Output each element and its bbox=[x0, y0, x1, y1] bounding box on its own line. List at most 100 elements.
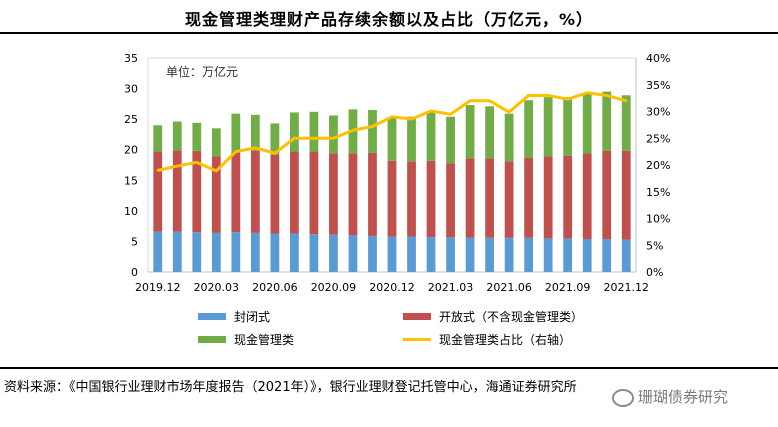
line-point bbox=[351, 129, 355, 132]
bar-open bbox=[465, 158, 475, 238]
bar-cash bbox=[270, 123, 280, 155]
y-left-tick-label: 0 bbox=[131, 266, 138, 279]
bar-closed bbox=[387, 236, 397, 272]
y-right-tick-label: 25% bbox=[646, 132, 670, 145]
line-point bbox=[625, 99, 628, 102]
line-point bbox=[254, 146, 257, 150]
bar-open bbox=[270, 154, 280, 234]
bar-cash bbox=[211, 128, 221, 157]
line-point bbox=[215, 169, 218, 173]
bar-closed bbox=[426, 237, 436, 272]
y-right-tick-label: 20% bbox=[646, 159, 670, 172]
bar-closed bbox=[290, 233, 299, 272]
bar-cash bbox=[329, 115, 338, 154]
x-tick-label: 2020.12 bbox=[369, 281, 415, 294]
bar-open bbox=[172, 150, 182, 232]
legend-swatch bbox=[198, 336, 226, 343]
bar-cash bbox=[602, 91, 612, 151]
bar-cash bbox=[582, 92, 592, 154]
line-point bbox=[586, 91, 589, 94]
bar-closed bbox=[621, 239, 631, 272]
wechat-icon bbox=[612, 388, 634, 407]
line-point bbox=[527, 94, 530, 97]
legend-label: 开放式（不含现金管理类） bbox=[439, 309, 583, 324]
y-left-tick-label: 20 bbox=[124, 144, 138, 157]
bar-cash bbox=[504, 113, 514, 162]
bar-closed bbox=[250, 232, 260, 272]
line-point bbox=[195, 161, 198, 164]
bar-cash bbox=[290, 112, 299, 152]
legend-label: 封闭式 bbox=[234, 310, 270, 324]
x-tick-label: 2019.12 bbox=[135, 281, 181, 294]
bar-open bbox=[348, 153, 358, 236]
bar-closed bbox=[192, 232, 202, 272]
bar-open bbox=[368, 152, 377, 236]
bar-cash bbox=[426, 111, 436, 161]
source-note: 资料来源：《中国银行业理财市场年度报告（2021年）》，银行业理财登记托管中心，… bbox=[4, 380, 577, 395]
bar-open bbox=[231, 151, 241, 233]
y-left-tick-label: 30 bbox=[124, 83, 138, 96]
bar-open bbox=[290, 151, 299, 234]
y-right-tick-label: 15% bbox=[646, 186, 670, 199]
x-tick-label: 2020.03 bbox=[194, 281, 240, 294]
bar-closed bbox=[446, 237, 455, 272]
line-point bbox=[429, 109, 433, 113]
bar-cash bbox=[231, 113, 241, 152]
y-right-tick-label: 10% bbox=[646, 213, 670, 226]
bar-closed bbox=[465, 237, 475, 272]
line-point bbox=[176, 164, 179, 168]
bar-open bbox=[250, 150, 260, 233]
line-point bbox=[273, 152, 277, 155]
y-right-tick-label: 35% bbox=[646, 79, 670, 92]
line-point bbox=[546, 94, 550, 97]
bar-cash bbox=[250, 114, 260, 151]
x-tick-label: 2021.06 bbox=[486, 281, 532, 294]
legend-swatch bbox=[198, 313, 226, 320]
bar-closed bbox=[172, 231, 182, 272]
y-left-tick-label: 15 bbox=[124, 174, 138, 187]
bar-open bbox=[387, 160, 397, 237]
chart-title: 现金管理类理财产品存续余额以及占比（万亿元，%） bbox=[184, 10, 594, 29]
bar-open bbox=[563, 155, 573, 239]
watermark-text: 珊瑚债券研究 bbox=[638, 388, 729, 406]
bar-open bbox=[211, 156, 221, 233]
legend-swatch bbox=[403, 313, 431, 320]
bar-cash bbox=[407, 116, 416, 162]
bar-open bbox=[426, 160, 436, 238]
source-rule bbox=[0, 367, 778, 369]
title-rule bbox=[0, 32, 778, 34]
bar-open bbox=[309, 151, 319, 235]
line-point bbox=[390, 115, 394, 119]
line-point bbox=[332, 137, 335, 140]
bar-open bbox=[446, 163, 455, 238]
bar-open bbox=[329, 153, 338, 235]
bar-cash bbox=[309, 111, 319, 152]
bar-cash bbox=[172, 121, 182, 151]
y-left-tick-label: 35 bbox=[124, 52, 138, 65]
bar-cash bbox=[563, 97, 573, 156]
bar-open bbox=[485, 158, 494, 238]
line-point bbox=[468, 99, 472, 102]
legend-label: 现金管理类 bbox=[234, 332, 294, 347]
legend-label: 现金管理类占比（右轴） bbox=[439, 332, 571, 347]
bar-closed bbox=[602, 238, 612, 272]
bar-closed bbox=[153, 231, 163, 272]
unit-label: 单位：万亿元 bbox=[166, 64, 238, 79]
bar-cash bbox=[524, 100, 534, 158]
bar-open bbox=[524, 157, 534, 238]
line-point bbox=[566, 97, 569, 101]
bar-cash bbox=[446, 116, 455, 164]
bar-closed bbox=[211, 232, 221, 272]
y-right-tick-label: 30% bbox=[646, 106, 670, 119]
bar-closed bbox=[582, 238, 592, 272]
y-right-tick-label: 40% bbox=[646, 52, 670, 65]
line-point bbox=[507, 110, 511, 114]
x-tick-label: 2021.12 bbox=[603, 281, 649, 294]
line-point bbox=[312, 137, 316, 140]
line-point bbox=[410, 117, 413, 121]
line-point bbox=[371, 125, 374, 128]
bar-cash bbox=[621, 95, 631, 151]
line-point bbox=[234, 150, 238, 153]
bar-cash bbox=[465, 105, 475, 159]
x-tick-label: 2021.03 bbox=[428, 281, 474, 294]
